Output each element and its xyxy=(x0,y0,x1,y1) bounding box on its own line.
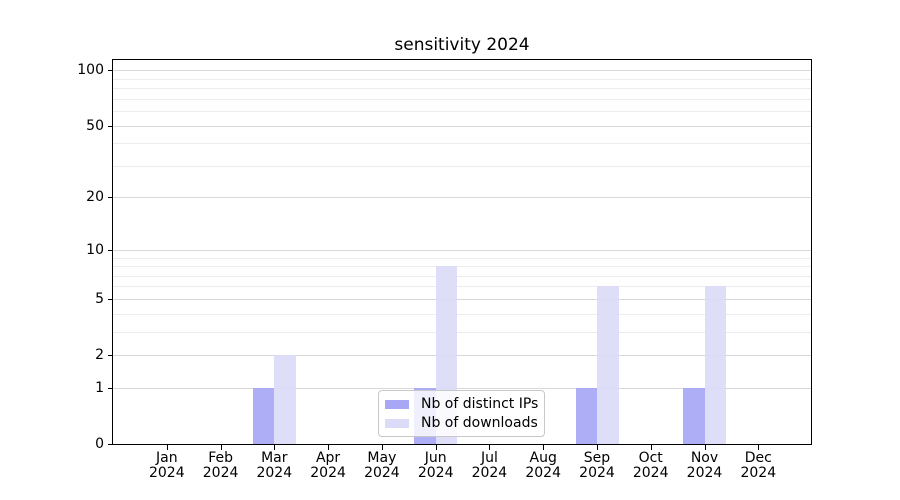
x-tick-label: Sep 2024 xyxy=(565,451,629,481)
x-tick-mark xyxy=(650,445,652,450)
bar-nb-of-downloads-nov xyxy=(704,286,726,444)
x-tick-mark xyxy=(489,445,491,450)
y-tick-mark xyxy=(108,298,113,300)
gridline-major xyxy=(113,355,811,356)
x-tick-mark xyxy=(597,445,598,450)
x-tick-month: Mar xyxy=(261,450,288,466)
y-tick-label: 10 xyxy=(86,241,104,258)
y-tick-label: 1 xyxy=(95,379,104,396)
gridline-minor xyxy=(113,266,811,267)
chart-title: sensitivity 2024 xyxy=(394,35,530,55)
gridline-minor xyxy=(113,88,811,90)
x-tick-month: Jun xyxy=(424,450,447,466)
x-tick-label: Jul 2024 xyxy=(457,451,521,481)
x-tick-year: 2024 xyxy=(417,465,454,481)
x-tick-mark xyxy=(220,445,222,450)
x-tick-mark xyxy=(758,445,760,450)
x-tick-year: 2024 xyxy=(364,465,400,481)
legend-swatch xyxy=(385,399,409,409)
legend-swatch xyxy=(385,418,409,428)
x-tick-month: Jan xyxy=(156,450,178,466)
x-tick-mark xyxy=(274,445,276,450)
x-tick-year: 2024 xyxy=(256,465,293,481)
x-tick-month: May xyxy=(367,450,397,466)
x-tick-mark xyxy=(543,445,545,450)
gridline-minor xyxy=(113,257,811,259)
x-tick-month: Jul xyxy=(480,450,498,466)
x-tick-label: Oct 2024 xyxy=(619,451,683,481)
y-tick-mark xyxy=(108,387,113,389)
y-tick-label: 0 xyxy=(95,436,104,452)
x-tick-label: Mar 2024 xyxy=(242,451,306,481)
bar-nb-of-distinct-ips-mar xyxy=(252,387,275,444)
gridline-minor xyxy=(113,286,811,288)
x-tick-label: Aug 2024 xyxy=(511,451,575,481)
gridline-minor xyxy=(113,98,811,100)
y-tick-label: 2 xyxy=(95,347,104,363)
x-tick-year: 2024 xyxy=(579,465,615,481)
gridline-minor xyxy=(113,275,811,277)
y-tick-mark xyxy=(108,70,113,72)
x-tick-label: Jun 2024 xyxy=(404,451,468,481)
x-tick-mark xyxy=(435,445,437,450)
x-tick-month: Dec xyxy=(744,450,772,466)
x-tick-year: 2024 xyxy=(525,465,561,481)
bar-nb-of-distinct-ips-nov xyxy=(683,387,705,444)
gridline-major xyxy=(113,249,811,251)
y-tick-label: 100 xyxy=(77,62,104,79)
x-tick-month: Apr xyxy=(315,450,341,466)
x-tick-year: 2024 xyxy=(740,465,777,481)
x-tick-year: 2024 xyxy=(202,465,239,481)
x-tick-label: Apr 2024 xyxy=(296,451,360,481)
gridline-major xyxy=(113,197,811,199)
legend-label: Nb of distinct IPs xyxy=(421,396,539,412)
y-tick-mark xyxy=(108,197,113,199)
legend-label: Nb of downloads xyxy=(421,415,538,431)
x-tick-year: 2024 xyxy=(471,465,508,481)
x-tick-mark xyxy=(328,445,330,450)
gridline-minor xyxy=(113,313,811,315)
x-tick-month: Aug xyxy=(529,450,557,466)
x-tick-label: Jan 2024 xyxy=(135,451,199,481)
y-tick-mark xyxy=(108,444,113,445)
gridline-major xyxy=(113,125,811,127)
bar-nb-of-distinct-ips-sep xyxy=(575,387,597,444)
gridline-major xyxy=(113,70,811,72)
x-tick-year: 2024 xyxy=(686,465,723,481)
x-tick-mark xyxy=(704,445,706,450)
x-tick-year: 2024 xyxy=(632,465,669,481)
x-tick-year: 2024 xyxy=(310,465,346,481)
legend-item: Nb of downloads xyxy=(385,414,538,433)
x-tick-month: Sep xyxy=(583,450,611,466)
x-tick-label: Nov 2024 xyxy=(673,451,737,481)
gridline-major xyxy=(113,387,811,389)
gridline-minor xyxy=(113,143,811,145)
x-tick-mark xyxy=(381,445,383,450)
y-tick-label: 5 xyxy=(95,290,104,307)
x-tick-label: May 2024 xyxy=(350,451,414,481)
x-tick-label: Dec 2024 xyxy=(726,451,790,481)
gridline-major xyxy=(113,298,811,300)
x-tick-month: Oct xyxy=(638,450,663,466)
x-tick-month: Nov xyxy=(690,450,719,466)
bar-nb-of-downloads-sep xyxy=(597,286,619,444)
y-tick-mark xyxy=(108,125,113,127)
x-tick-label: Feb 2024 xyxy=(189,451,253,481)
x-tick-mark xyxy=(166,445,168,450)
y-tick-label: 50 xyxy=(86,117,104,134)
gridline-minor xyxy=(113,331,811,333)
y-tick-mark xyxy=(108,249,113,251)
legend-item: Nb of distinct IPs xyxy=(385,395,538,414)
legend: Nb of distinct IPs Nb of downloads xyxy=(378,390,545,437)
gridline-minor xyxy=(113,78,811,80)
y-tick-label: 20 xyxy=(86,189,104,206)
x-tick-year: 2024 xyxy=(148,465,185,481)
gridline-minor xyxy=(113,111,811,112)
x-tick-month: Feb xyxy=(208,450,233,466)
y-tick-mark xyxy=(108,355,113,356)
gridline-minor xyxy=(113,165,811,167)
plot-area xyxy=(112,59,812,445)
bar-nb-of-downloads-mar xyxy=(274,355,296,444)
